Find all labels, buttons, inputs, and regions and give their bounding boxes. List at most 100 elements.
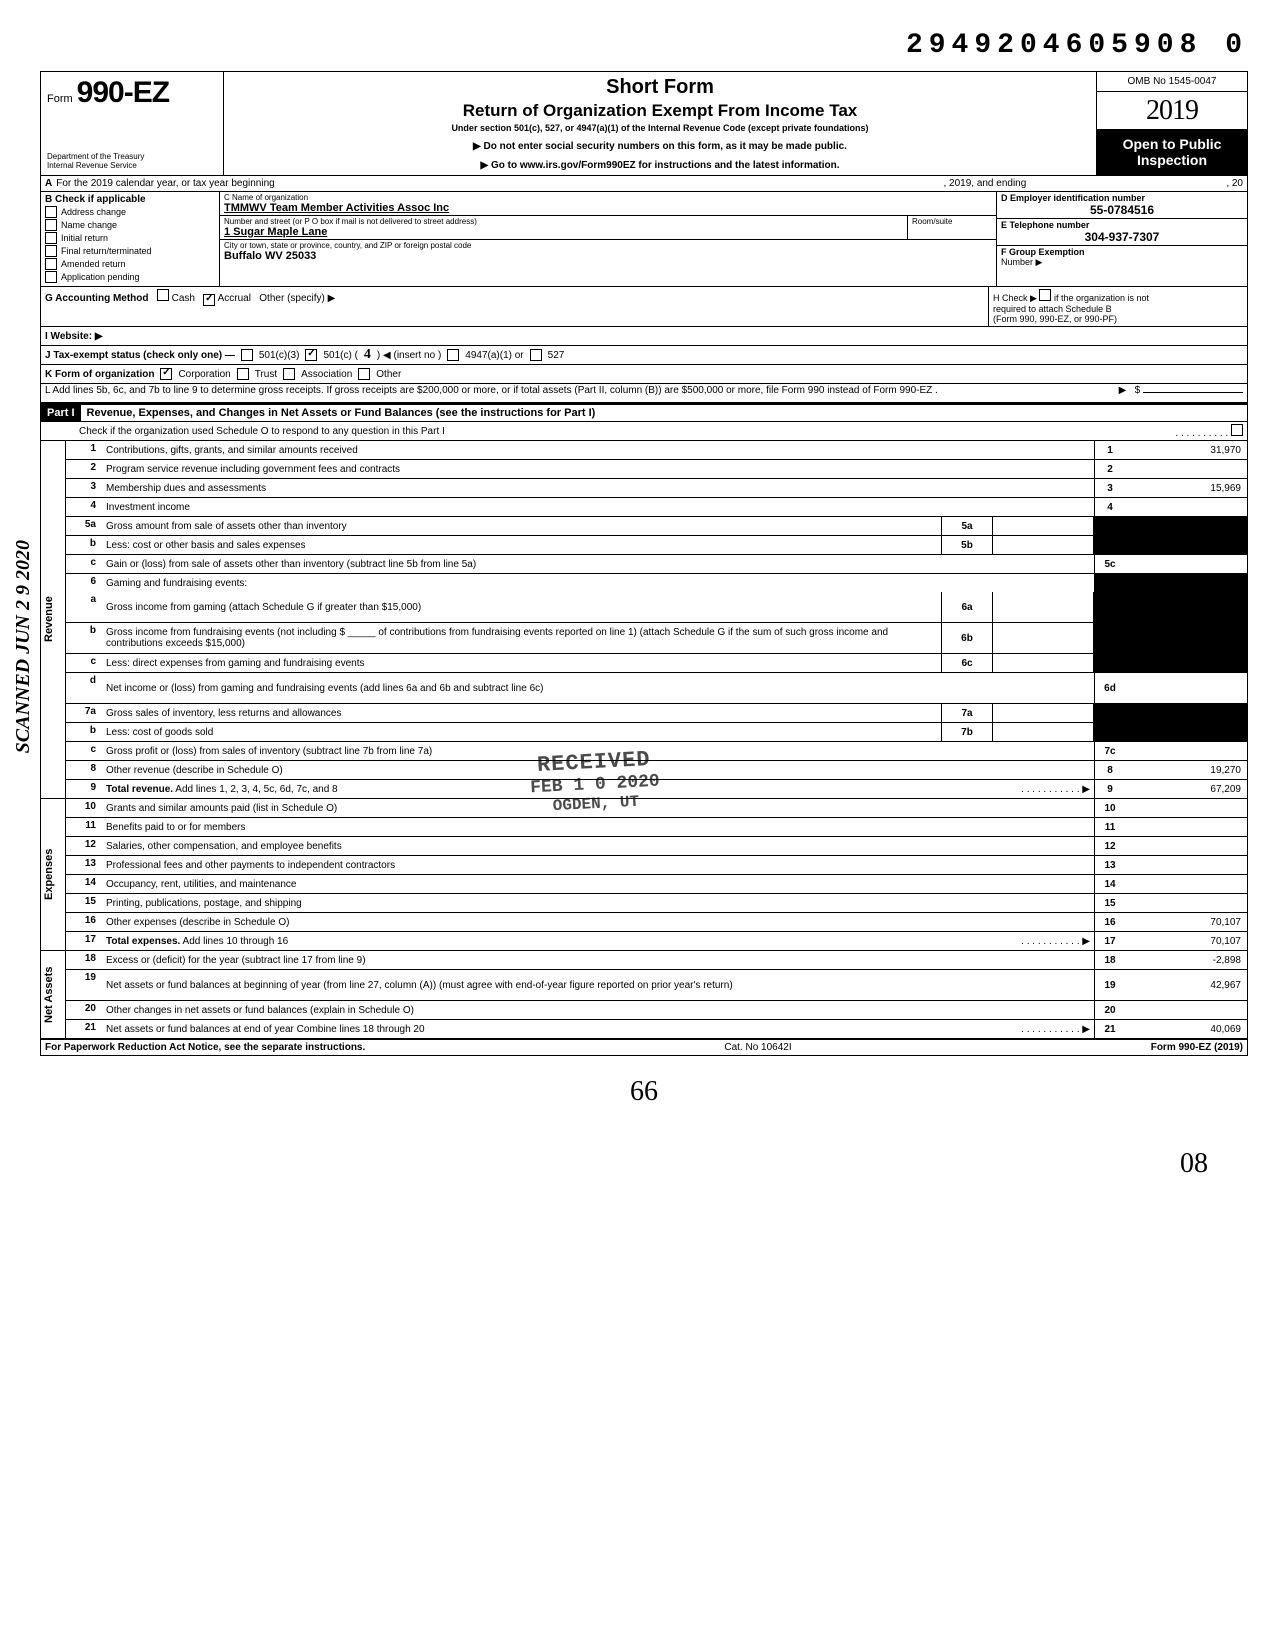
- line-num: 3: [66, 479, 102, 497]
- right-val: [1125, 837, 1247, 855]
- org-name-cell: C Name of organization TMMWV Team Member…: [220, 192, 996, 216]
- lbl-527: 527: [548, 350, 565, 361]
- right-val: [1125, 818, 1247, 836]
- lbl-501c: 501(c) (: [323, 350, 357, 361]
- title-return: Return of Organization Exempt From Incom…: [232, 101, 1088, 121]
- line-num: 20: [66, 1001, 102, 1019]
- subcol: 7b: [941, 723, 993, 741]
- room-cell: Room/suite: [908, 216, 996, 239]
- phone-label: E Telephone number: [1001, 220, 1243, 230]
- line-9: 9Total revenue. Add lines 1, 2, 3, 4, 5c…: [66, 780, 1247, 798]
- chk-other-org[interactable]: [358, 368, 370, 380]
- lbl-cash: Cash: [172, 293, 195, 304]
- header-mid: Short Form Return of Organization Exempt…: [224, 72, 1096, 175]
- right-val: [1125, 673, 1247, 703]
- right-num: [1094, 723, 1125, 741]
- right-val: [1125, 498, 1247, 516]
- right-num: 9: [1094, 780, 1125, 798]
- line-num: 16: [66, 913, 102, 931]
- row-a-tax-year: A For the 2019 calendar year, or tax yea…: [41, 176, 1247, 192]
- line-desc: Less: cost of goods sold: [102, 723, 941, 741]
- line-desc: Other revenue (describe in Schedule O): [102, 761, 1094, 779]
- label-k: K Form of organization: [45, 369, 154, 380]
- label-i: I Website: ▶: [45, 331, 103, 342]
- line-num: 13: [66, 856, 102, 874]
- line-1: 1Contributions, gifts, grants, and simil…: [66, 441, 1247, 460]
- right-num: 11: [1094, 818, 1125, 836]
- right-val: [1125, 592, 1247, 622]
- chk-corporation[interactable]: [160, 368, 172, 380]
- line-num: a: [66, 592, 102, 622]
- right-val: 70,107: [1125, 932, 1247, 950]
- footer-mid: Cat. No 10642I: [724, 1042, 791, 1053]
- chk-application-pending[interactable]: Application pending: [45, 271, 215, 283]
- website-notice: ▶ Go to www.irs.gov/Form990EZ for instru…: [232, 160, 1088, 171]
- lbl-accrual: Accrual: [218, 293, 251, 304]
- chk-address-change[interactable]: Address change: [45, 206, 215, 218]
- chk-schedule-b[interactable]: [1039, 289, 1051, 301]
- line-num: 10: [66, 799, 102, 817]
- lbl-amended-return: Amended return: [61, 259, 126, 269]
- lbl-final-return: Final return/terminated: [61, 246, 152, 256]
- right-num: 16: [1094, 913, 1125, 931]
- line-desc: Gross income from gaming (attach Schedul…: [102, 592, 941, 622]
- label-a: A: [45, 178, 52, 189]
- right-val: 40,069: [1125, 1020, 1247, 1038]
- part-1-label: Part I: [41, 405, 81, 421]
- chk-association[interactable]: [283, 368, 295, 380]
- line-num: 12: [66, 837, 102, 855]
- right-val: 31,970: [1125, 441, 1247, 459]
- right-num: 10: [1094, 799, 1125, 817]
- section-b-header: B Check if applicable: [45, 194, 215, 205]
- line-16: 16Other expenses (describe in Schedule O…: [66, 913, 1247, 932]
- chk-amended-return[interactable]: Amended return: [45, 258, 215, 270]
- handwritten-08: 08: [40, 1148, 1248, 1180]
- right-num: 17: [1094, 932, 1125, 950]
- ein-value: 55-0784516: [1001, 203, 1243, 217]
- net-assets-section: Net Assets 18Excess or (deficit) for the…: [41, 951, 1247, 1040]
- line-desc: Membership dues and assessments: [102, 479, 1094, 497]
- h-text1: H Check ▶: [993, 293, 1037, 303]
- chk-initial-return[interactable]: Initial return: [45, 232, 215, 244]
- line-num: c: [66, 654, 102, 672]
- subval: [993, 723, 1094, 741]
- lbl-corporation: Corporation: [178, 369, 230, 380]
- subcol: 5b: [941, 536, 993, 554]
- org-name-value: TMMWV Team Member Activities Assoc Inc: [224, 202, 992, 214]
- subval: [993, 517, 1094, 535]
- line-desc: Total expenses. Add lines 10 through 16 …: [102, 932, 1094, 950]
- chk-final-return[interactable]: Final return/terminated: [45, 245, 215, 257]
- chk-name-change[interactable]: Name change: [45, 219, 215, 231]
- chk-527[interactable]: [530, 349, 542, 361]
- label-j: J Tax-exempt status (check only one) —: [45, 350, 235, 361]
- ssn-notice: ▶ Do not enter social security numbers o…: [232, 141, 1088, 152]
- right-val: [1125, 875, 1247, 893]
- right-val: 15,969: [1125, 479, 1247, 497]
- right-num: 12: [1094, 837, 1125, 855]
- line-num: 8: [66, 761, 102, 779]
- chk-schedule-o[interactable]: [1231, 424, 1243, 436]
- right-num: 1: [1094, 441, 1125, 459]
- street-cell: Number and street (or P O box if mail is…: [220, 216, 908, 239]
- chk-cash[interactable]: [157, 289, 169, 301]
- line-l-arrow: ▶: [1119, 385, 1127, 396]
- right-val: [1125, 654, 1247, 672]
- lbl-application-pending: Application pending: [61, 272, 140, 282]
- line-7a: 7aGross sales of inventory, less returns…: [66, 704, 1247, 723]
- net-assets-lines: 18Excess or (deficit) for the year (subt…: [66, 951, 1247, 1038]
- open-public-1: Open to Public: [1099, 136, 1245, 152]
- line-num: 5a: [66, 517, 102, 535]
- chk-4947[interactable]: [447, 349, 459, 361]
- form-990ez: Form 990-EZ Department of the Treasury I…: [40, 71, 1248, 1056]
- chk-501c3[interactable]: [241, 349, 253, 361]
- subval: [993, 536, 1094, 554]
- line-17: 17Total expenses. Add lines 10 through 1…: [66, 932, 1247, 950]
- lbl-other-org: Other: [376, 369, 401, 380]
- line-num: 17: [66, 932, 102, 950]
- right-num: 19: [1094, 970, 1125, 1000]
- year-digits: 2019: [1146, 95, 1198, 126]
- chk-501c[interactable]: [305, 349, 317, 361]
- chk-accrual[interactable]: [203, 294, 215, 306]
- line-desc: Gain or (loss) from sale of assets other…: [102, 555, 1094, 573]
- chk-trust[interactable]: [237, 368, 249, 380]
